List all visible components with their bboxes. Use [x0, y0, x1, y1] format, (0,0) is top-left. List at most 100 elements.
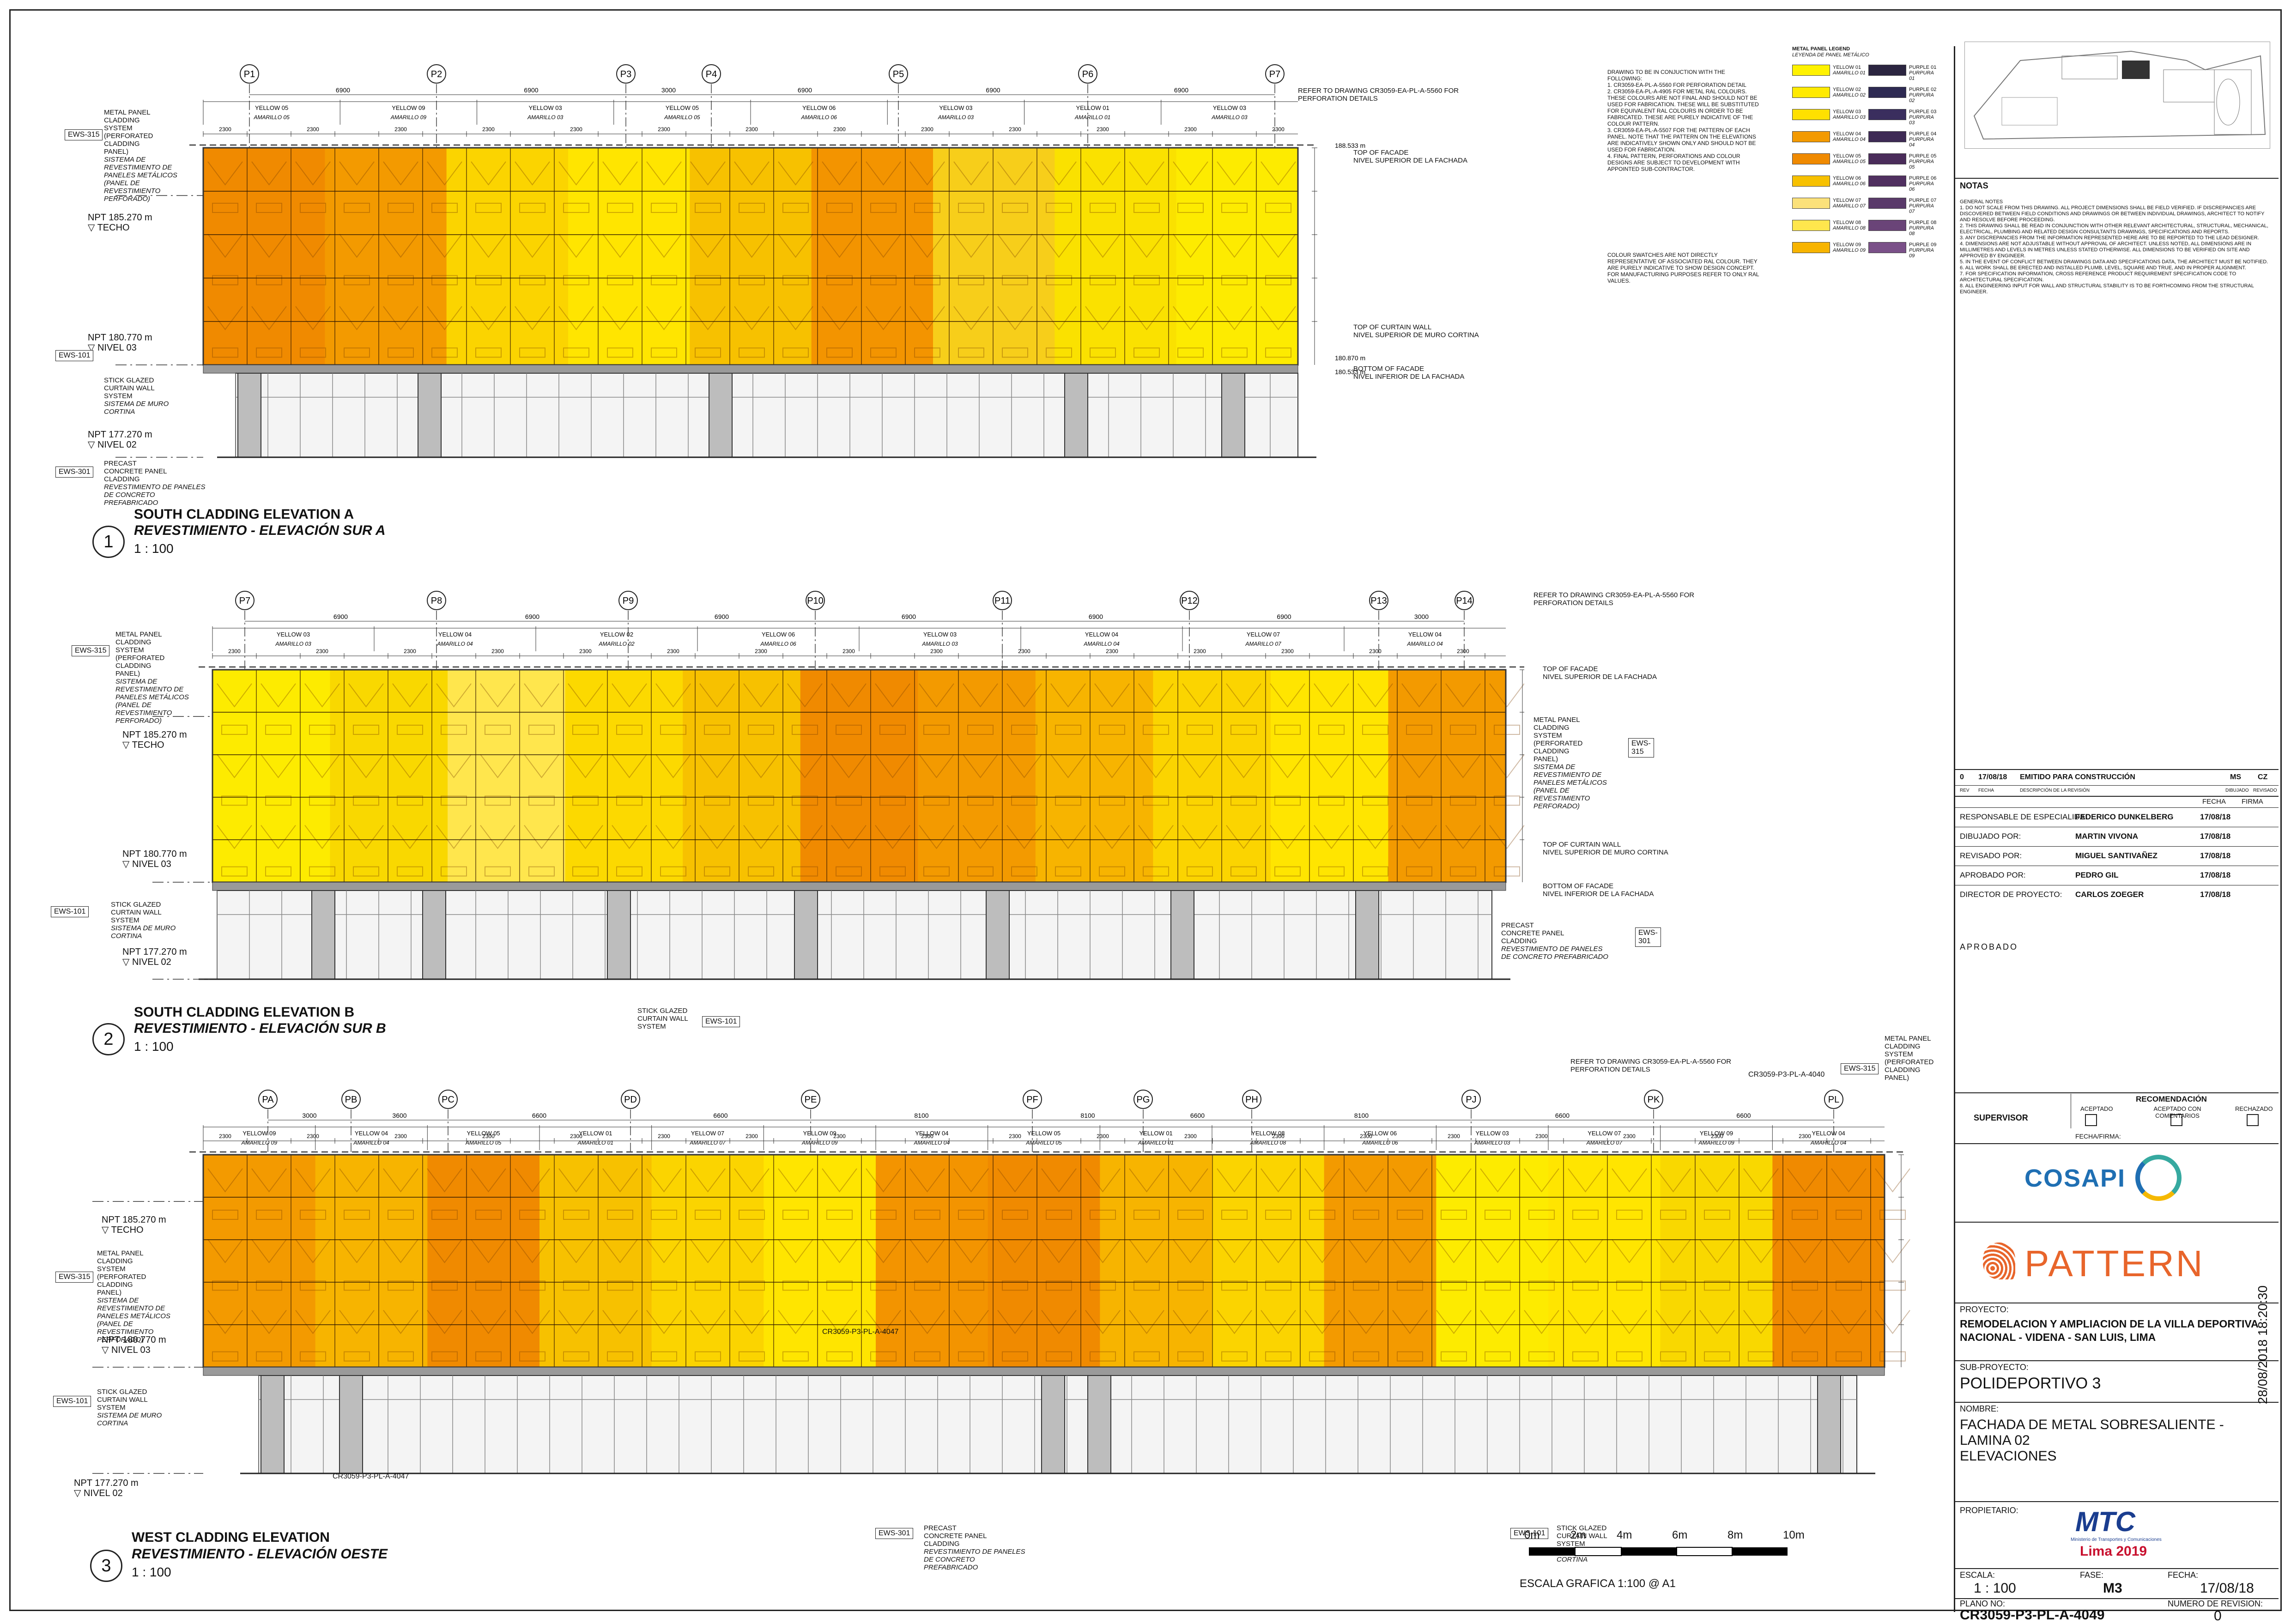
notas-heading: NOTAS	[1960, 181, 1988, 190]
elevation-b-drawing: P7 P8 P9 P10 P11 P12 P13 P14 6900 6900 6900 6900 690…	[152, 591, 1524, 980]
color-label-es: AMARILLO 07	[689, 1139, 726, 1146]
grid-label: PD	[624, 1095, 637, 1105]
tag-ews-101-c-bottom: EWS-101	[1510, 1528, 1549, 1539]
panel-dimension: 2300	[1184, 126, 1197, 133]
bay-dimension: 6900	[1277, 613, 1291, 620]
color-label: YELLOW 05	[467, 1130, 500, 1137]
curtain-wall	[235, 373, 1298, 458]
panel-zone	[325, 148, 447, 365]
note-metal-panel-b: METAL PANEL CLADDING SYSTEM (PERFORATED …	[115, 630, 189, 725]
grid-bubble	[889, 64, 908, 84]
color-label: YELLOW 01	[1076, 104, 1109, 111]
tag-ews-301-a: EWS-301	[55, 467, 94, 478]
grid-label: P8	[431, 596, 442, 606]
cosapi-logo: COSAPI	[2024, 1164, 2126, 1192]
color-label-es: AMARILLO 09	[241, 1139, 278, 1146]
legend-swatch-yellow	[1792, 198, 1830, 209]
panel-zone	[568, 148, 691, 365]
signature-row: RESPONSABLE DE ESPECIALIDAD: FEDERICO DUN…	[1955, 807, 2279, 827]
color-label: YELLOW 02	[600, 631, 633, 638]
color-label: YELLOW 05	[255, 104, 288, 111]
column	[794, 890, 818, 980]
panel-zone	[1212, 1155, 1325, 1367]
grid-bubble	[1180, 591, 1199, 610]
notas-general: GENERAL NOTES 1. DO NOT SCALE FROM THIS …	[1960, 199, 2268, 295]
aprobado-label: APROBADO	[1960, 942, 2018, 951]
grid-bubble	[806, 591, 825, 610]
mtc-logo: MTC	[2075, 1506, 2135, 1537]
grid-label: P11	[994, 596, 1010, 606]
color-label-es: AMARILLO 03	[275, 641, 311, 647]
perforation-pattern	[203, 148, 1296, 365]
color-label-es: AMARILLO 04	[353, 1139, 389, 1146]
panel-dimension: 2300	[1799, 1133, 1811, 1139]
elevation-title-es-c: REVESTIMIENTO - ELEVACIÓN OESTE	[132, 1546, 388, 1562]
color-label: YELLOW 04	[1812, 1130, 1845, 1137]
legend-swatch-purple	[1868, 109, 1906, 120]
grid-bubble	[240, 64, 259, 84]
color-label-es: AMARILLO 05	[465, 1139, 502, 1146]
fecha-firma: FECHA/FIRMA:	[2075, 1133, 2121, 1140]
revision-row: 0 17/08/18 EMITIDO PARA CONSTRUCCIÓN MS …	[1960, 773, 2268, 781]
color-label: YELLOW 09	[803, 1130, 836, 1137]
color-label-es: AMARILLO 09	[1698, 1139, 1734, 1146]
panel-dimension: 2300	[482, 126, 495, 133]
color-label: YELLOW 04	[1408, 631, 1442, 638]
metal-panel-legend: METAL PANEL LEGEND LEYENDA DE PANEL METÁ…	[1792, 46, 1940, 263]
color-label-es: AMARILLO 03	[938, 114, 974, 121]
firma-header: FIRMA	[2242, 798, 2263, 806]
bay-dimension: 6600	[1736, 1112, 1751, 1119]
level-nivel02-b: NPT 177.270 m ▽ NIVEL 02	[122, 947, 187, 967]
elevation-title-a: SOUTH CLADDING ELEVATION A	[134, 507, 354, 522]
grid-label: PC	[442, 1095, 455, 1105]
option-aceptado-comentarios: ACEPTADO CON COMENTARIOS	[2153, 1105, 2201, 1119]
color-label-es: AMARILLO 04	[914, 1139, 950, 1146]
color-label: YELLOW 04	[1085, 631, 1118, 638]
panel-zone	[1100, 1155, 1212, 1367]
level-value: 180.870 m	[1335, 354, 1365, 362]
grid-bubble	[235, 591, 255, 610]
panel-dimension: 2300	[1009, 126, 1021, 133]
grid-bubble	[258, 1090, 278, 1109]
scale-tick: 0m	[1524, 1529, 1540, 1541]
note-precast-a: PRECAST CONCRETE PANEL CLADDING REVESTIMI…	[104, 460, 206, 507]
checkbox-aceptado-comentarios[interactable]	[2170, 1114, 2182, 1126]
rev-value: 0	[2214, 1608, 2222, 1624]
panel-dimension: 2300	[1535, 1133, 1548, 1139]
color-label-es: AMARILLO 05	[1025, 1139, 1062, 1146]
panel-dimension: 2300	[1369, 648, 1382, 654]
grid-label: P7	[1269, 69, 1280, 79]
bay-dimension: 3000	[1414, 613, 1429, 620]
note-perforation-ref-b: REFER TO DRAWING CR3059-EA-PL-A-5560 FOR…	[1533, 591, 1695, 607]
grid-label: PH	[1245, 1095, 1258, 1105]
plano-value: CR3059-P3-PL-A-4049	[1960, 1607, 2105, 1623]
checkbox-rechazado[interactable]	[2247, 1114, 2259, 1126]
panel-dimension: 2300	[307, 126, 319, 133]
tag-ews-315-a: EWS-315	[65, 129, 103, 140]
panel-zone	[315, 1155, 428, 1367]
swatch-note: COLOUR SWATCHES ARE NOT DIRECTLY REPRESE…	[1607, 252, 1759, 284]
grid-bubble	[1242, 1090, 1261, 1109]
color-label-es: AMARILLO 06	[1362, 1139, 1398, 1146]
elevation-west: PA PB PC PD PE PF PG PH PJ PK PL 3000 3600 6600 6600 81…	[0, 1035, 1940, 1617]
checkbox-aceptado[interactable]	[2085, 1114, 2097, 1126]
panel-dimension: 2300	[219, 126, 231, 133]
note-perforation-ref-a: REFER TO DRAWING CR3059-EA-PL-A-5560 FOR…	[1298, 87, 1459, 103]
color-label: YELLOW 04	[915, 1130, 948, 1137]
legend-label-yellow: YELLOW 09 AMARILLO 09	[1833, 242, 1866, 253]
legend-label-yellow: YELLOW 04 AMARILLO 04	[1833, 131, 1866, 142]
color-label-es: AMARILLO 04	[1406, 641, 1443, 647]
panel-zone	[446, 148, 569, 365]
option-aceptado: ACEPTADO	[2080, 1105, 2113, 1112]
bay-dimension: 3000	[661, 86, 676, 94]
column	[1221, 373, 1245, 458]
grid-label: PE	[805, 1095, 817, 1105]
bay-dimension: 6900	[1174, 86, 1188, 94]
panel-zone	[918, 670, 1036, 882]
grid-bubble	[1023, 1090, 1042, 1109]
column	[1170, 890, 1194, 980]
panel-zone	[800, 670, 919, 882]
plan-info: ESCALA: 1 : 100 FASE: M3 FECHA: 17/08/18…	[1955, 1570, 2279, 1624]
fase-value: M3	[2103, 1581, 2122, 1596]
bay-dimension: 8100	[1354, 1112, 1369, 1119]
